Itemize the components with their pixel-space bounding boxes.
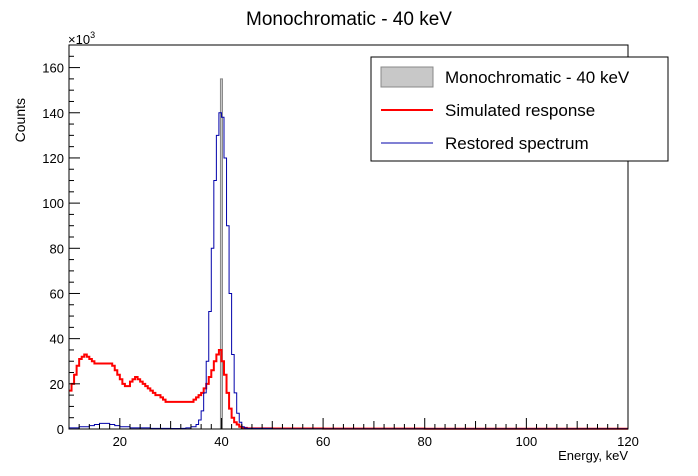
y-tick-label: 120 [42,151,64,166]
y-tick-label: 20 [50,377,64,392]
x-tick-label: 20 [113,434,127,449]
x-axis-label: Energy, keV [558,448,628,463]
legend: Monochromatic - 40 keV Simulated response… [370,56,669,162]
y-axis-multiplier-base: ×10 [68,32,90,47]
y-axis-multiplier-exponent: 3 [90,30,95,40]
series-restored-spectrum-line [69,112,628,430]
x-tick-label: 80 [417,434,431,449]
legend-label-monochromatic-40-kev: Monochromatic - 40 keV [445,68,630,87]
y-axis-label: Counts [12,98,28,142]
y-axis-multiplier: ×103 [68,30,95,47]
y-tick-label: 60 [50,286,64,301]
y-tick-label: 160 [42,61,64,76]
axis-ticks: 20 40 60 80 100 120 0 20 40 60 80 100 120 140 160 [42,44,639,449]
chart-title: Monochromatic - 40 keV [246,9,452,30]
series-monochromatic-40-kev-bar [219,78,223,430]
y-tick-label: 0 [57,422,64,437]
series-simulated-response-line [69,348,628,430]
y-tick-label: 140 [42,106,64,121]
x-tick-label: 40 [214,434,228,449]
y-tick-label: 40 [50,332,64,347]
legend-label-simulated-response: Simulated response [445,101,595,120]
y-tick-label: 100 [42,196,64,211]
legend-label-restored-spectrum: Restored spectrum [445,134,589,153]
y-tick-label: 80 [50,241,64,256]
legend-swatch-monochromatic-40-kev [380,66,434,88]
x-tick-label: 100 [516,434,538,449]
x-tick-label: 60 [316,434,330,449]
x-tick-label: 120 [617,434,639,449]
